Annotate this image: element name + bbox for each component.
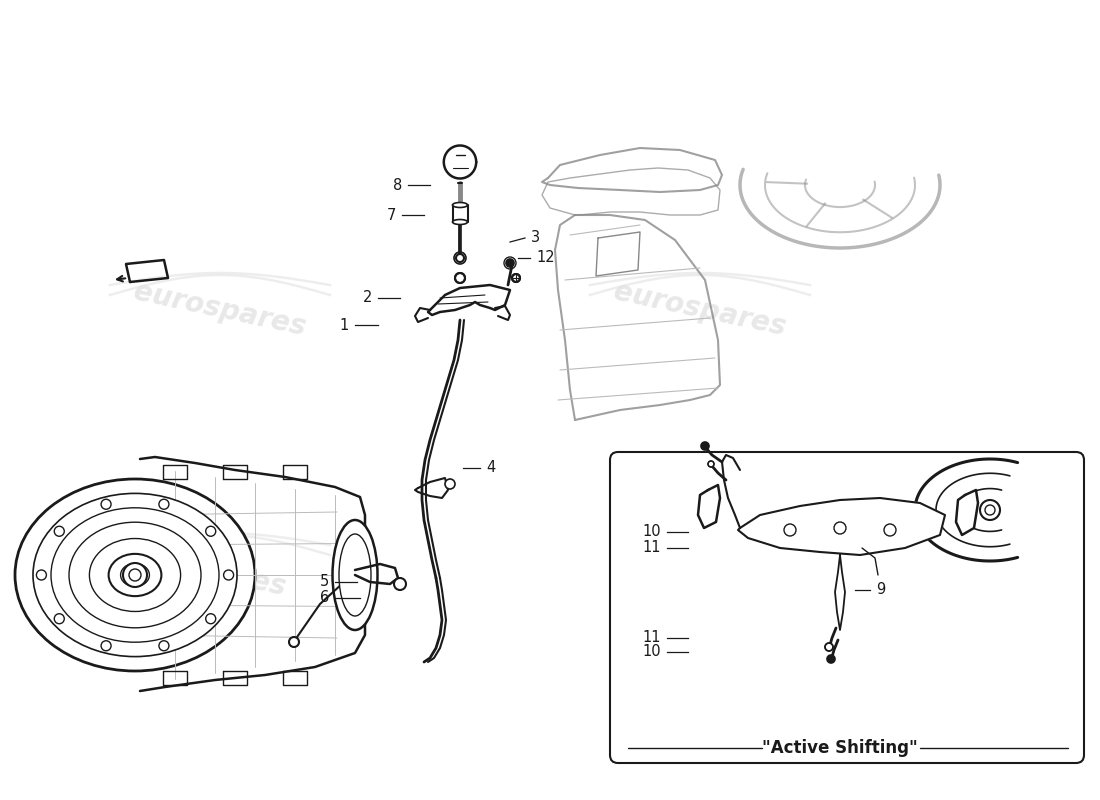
Circle shape bbox=[827, 655, 835, 663]
Circle shape bbox=[123, 563, 147, 587]
Ellipse shape bbox=[452, 219, 468, 225]
Circle shape bbox=[206, 614, 216, 624]
Ellipse shape bbox=[339, 534, 371, 616]
Text: eurospares: eurospares bbox=[111, 538, 288, 602]
Text: "Active Shifting": "Active Shifting" bbox=[762, 739, 917, 757]
Text: 1: 1 bbox=[340, 318, 349, 333]
Circle shape bbox=[223, 570, 233, 580]
Circle shape bbox=[984, 505, 996, 515]
Text: 11: 11 bbox=[642, 541, 661, 555]
Text: 8: 8 bbox=[393, 178, 402, 193]
Text: 2: 2 bbox=[363, 290, 372, 306]
Polygon shape bbox=[956, 490, 978, 535]
Text: eurospares: eurospares bbox=[131, 278, 309, 342]
Circle shape bbox=[101, 641, 111, 650]
Polygon shape bbox=[738, 498, 945, 555]
Text: 11: 11 bbox=[642, 630, 661, 646]
Text: 5: 5 bbox=[320, 574, 329, 590]
Ellipse shape bbox=[109, 554, 162, 596]
Circle shape bbox=[129, 569, 141, 581]
Circle shape bbox=[512, 274, 520, 282]
Ellipse shape bbox=[89, 538, 180, 611]
Circle shape bbox=[446, 479, 455, 489]
Circle shape bbox=[289, 637, 299, 647]
Ellipse shape bbox=[452, 202, 468, 207]
Ellipse shape bbox=[121, 563, 150, 586]
Ellipse shape bbox=[69, 522, 201, 628]
Circle shape bbox=[825, 643, 833, 651]
Circle shape bbox=[158, 499, 169, 510]
Circle shape bbox=[54, 526, 64, 536]
Circle shape bbox=[834, 522, 846, 534]
Text: 6: 6 bbox=[320, 590, 329, 606]
Circle shape bbox=[980, 500, 1000, 520]
Text: 10: 10 bbox=[642, 645, 661, 659]
Circle shape bbox=[708, 461, 714, 467]
Circle shape bbox=[54, 614, 64, 624]
Circle shape bbox=[506, 259, 514, 267]
Text: eurospares: eurospares bbox=[691, 538, 869, 602]
Circle shape bbox=[101, 499, 111, 510]
Text: 12: 12 bbox=[536, 250, 554, 266]
Text: 9: 9 bbox=[876, 582, 886, 598]
Text: eurospares: eurospares bbox=[612, 278, 789, 342]
Circle shape bbox=[394, 578, 406, 590]
Circle shape bbox=[455, 273, 465, 283]
Circle shape bbox=[36, 570, 46, 580]
Ellipse shape bbox=[51, 508, 219, 642]
Polygon shape bbox=[698, 485, 720, 528]
Text: 3: 3 bbox=[531, 230, 540, 246]
Circle shape bbox=[701, 442, 710, 450]
Ellipse shape bbox=[332, 520, 377, 630]
Ellipse shape bbox=[15, 479, 255, 671]
Circle shape bbox=[784, 524, 796, 536]
Text: 7: 7 bbox=[386, 207, 396, 222]
Circle shape bbox=[884, 524, 896, 536]
Text: 4: 4 bbox=[486, 461, 495, 475]
Text: 10: 10 bbox=[642, 525, 661, 539]
Ellipse shape bbox=[33, 494, 236, 657]
Circle shape bbox=[206, 526, 216, 536]
Circle shape bbox=[158, 641, 169, 650]
FancyBboxPatch shape bbox=[610, 452, 1084, 763]
Circle shape bbox=[456, 254, 464, 262]
